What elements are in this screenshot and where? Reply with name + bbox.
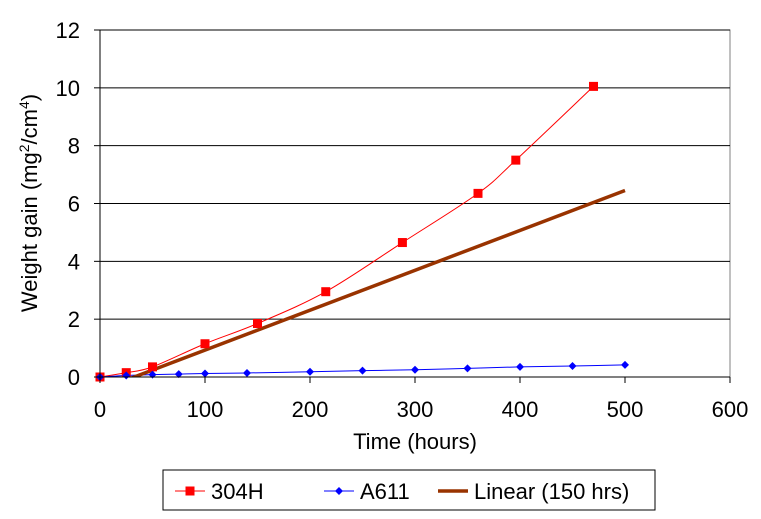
y-tick-label: 0: [68, 365, 80, 390]
data-point-a611: [201, 369, 209, 378]
x-tick-label: 0: [94, 397, 106, 422]
data-point-a611: [516, 362, 524, 371]
data-point-a611: [568, 362, 577, 371]
data-point-304h: [148, 362, 157, 372]
data-point-304h: [511, 155, 521, 165]
data-point-304h: [253, 319, 262, 329]
x-tick-label: 500: [607, 397, 644, 422]
data-point-a611: [243, 368, 251, 377]
y-tick-label: 10: [56, 76, 80, 101]
data-point-a611: [411, 365, 419, 374]
data-point-304h: [397, 238, 407, 248]
gridlines: [100, 29, 730, 320]
y-tick-labels: 0 2 4 6 8 10 12: [56, 18, 100, 390]
x-tick-labels: 0 100 200 300 400 500 600: [94, 377, 748, 422]
y-tick-label: 2: [68, 307, 80, 332]
legend-box: [162, 469, 656, 511]
data-point-a611: [358, 366, 367, 375]
y-tick-label: 8: [68, 134, 80, 159]
x-tick-label: 400: [502, 397, 539, 422]
legend-label-a611: A611: [360, 479, 410, 504]
x-tick-label: 600: [712, 397, 749, 422]
data-point-304h: [589, 81, 598, 91]
data-point-a611: [306, 367, 314, 376]
y-axis-title: Weight gain (mg2/cm4): [16, 94, 42, 312]
legend-label-304h: 304H: [211, 479, 264, 504]
series-line-linear-150-hrs: [129, 188, 626, 377]
legend-label-linear-150-hrs: Linear (150 hrs): [474, 479, 629, 504]
y-tick-label: 6: [68, 192, 80, 217]
legend-items: 304H A611 Linear (150 hrs): [175, 479, 629, 504]
x-axis-title: Time (hours): [353, 429, 477, 454]
data-point-a611: [174, 370, 183, 379]
data-point-304h: [473, 188, 483, 198]
y-tick-label: 4: [68, 249, 80, 274]
y-tick-label: 12: [56, 18, 80, 43]
x-tick-label: 100: [187, 397, 224, 422]
data-point-a611: [621, 360, 629, 369]
x-tick-label: 300: [397, 397, 434, 422]
legend-marker-304h: [185, 486, 195, 496]
data-point-304h: [200, 339, 210, 349]
data-point-a611: [463, 364, 472, 373]
legend: 304H A611 Linear (150 hrs): [162, 469, 656, 511]
data-point-304h: [321, 287, 331, 297]
data-point-a611: [122, 371, 131, 380]
x-tick-label: 200: [292, 397, 329, 422]
legend-marker-a611: [335, 487, 343, 495]
series-line-304h: [100, 86, 594, 377]
